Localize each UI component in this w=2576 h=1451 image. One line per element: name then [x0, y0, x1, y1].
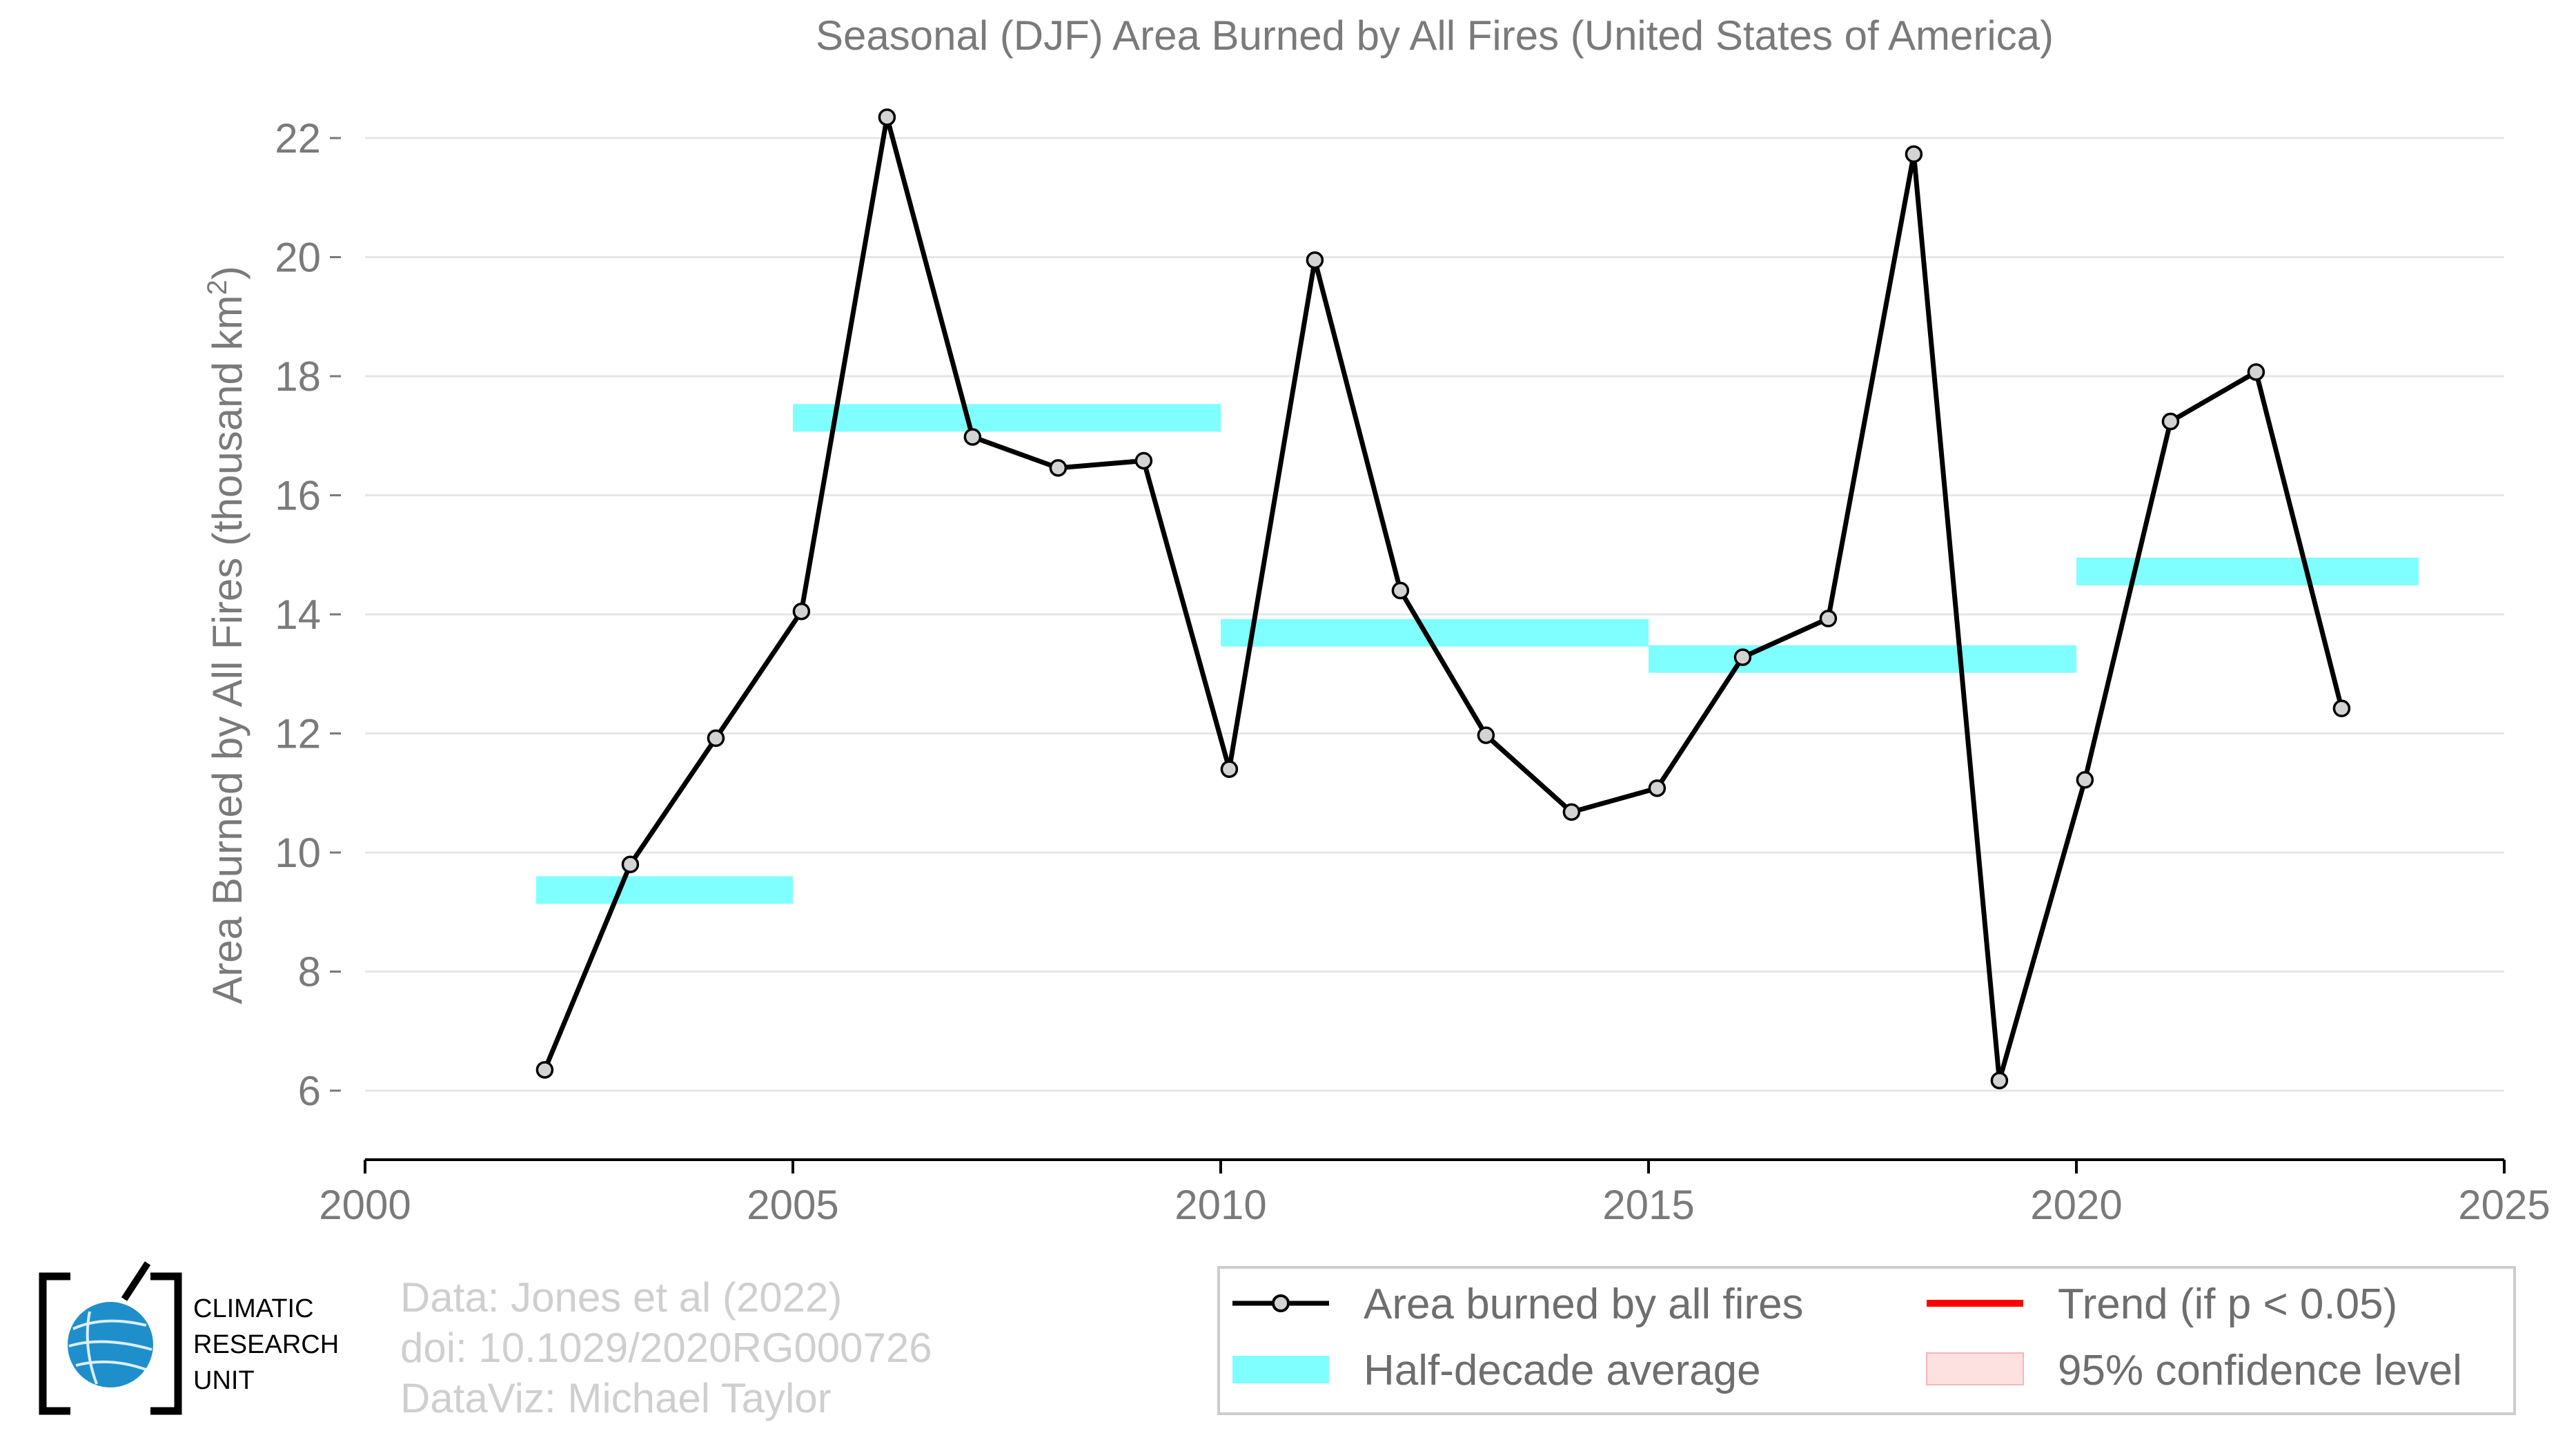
data-point-0 — [535, 1061, 554, 1079]
data-point-7 — [1134, 451, 1153, 470]
data-point-20 — [2247, 363, 2265, 381]
y-tick-label-22: 22 — [275, 115, 321, 162]
data-point-18 — [2076, 771, 2094, 789]
y-axis-label-end: ) — [204, 266, 250, 280]
y-tick-label-10: 10 — [275, 830, 321, 876]
data-point-14 — [1733, 648, 1752, 666]
y-tick-label-20: 20 — [275, 235, 321, 281]
x-tick-label-2010: 2010 — [1174, 1182, 1266, 1228]
legend-band-half-decade — [1232, 1356, 1329, 1383]
x-tick-label-2000: 2000 — [319, 1182, 411, 1228]
half-decade-band-1 — [793, 404, 1221, 432]
data-point-11 — [1477, 726, 1495, 744]
data-point-9 — [1306, 251, 1324, 269]
data-point-21 — [2332, 699, 2351, 718]
half-decade-band-2 — [1221, 619, 1649, 647]
data-point-12 — [1562, 803, 1581, 821]
x-tick-label-2025: 2025 — [2458, 1182, 2550, 1228]
logo-slash — [121, 1261, 151, 1301]
x-tick-label-2005: 2005 — [747, 1182, 838, 1228]
legend: Area burned by all fires Trend (if p < 0… — [1217, 1266, 2516, 1415]
y-tick-label-16: 16 — [275, 473, 321, 519]
y-tick-label-14: 14 — [275, 592, 321, 638]
x-tick-label-2015: 2015 — [1602, 1182, 1694, 1228]
y-tick-label-6: 6 — [298, 1068, 321, 1114]
data-point-3 — [792, 602, 811, 621]
logo-text-research: RESEARCH — [193, 1330, 339, 1359]
data-point-17 — [1990, 1071, 2009, 1090]
logo-bracket-left — [39, 1272, 70, 1415]
y-tick-label-18: 18 — [275, 353, 321, 400]
gridlines — [365, 137, 2504, 1092]
half-decade-bands — [536, 404, 2419, 904]
credit-dataviz: DataViz: Michael Taylor — [400, 1375, 832, 1421]
credit-data: Data: Jones et al (2022) — [400, 1274, 842, 1321]
y-tick-label-8: 8 — [298, 949, 321, 995]
y-axis-label: Area Burned by All Fires (thousand km2) — [202, 266, 250, 1004]
legend-patch-confidence — [1926, 1352, 2024, 1385]
cru-logo: CLIMATIC RESEARCH UNIT — [39, 1261, 339, 1415]
x-axis: 2000 2005 2010 2015 2020 2025 — [319, 1158, 2550, 1228]
y-axis-label-superscript: 2 — [202, 280, 233, 295]
chart-title: Seasonal (DJF) Area Burned by All Fires … — [816, 12, 2054, 59]
data-point-16 — [1905, 145, 1923, 164]
data-point-13 — [1648, 779, 1666, 797]
legend-label-trend: Trend (if p < 0.05) — [2058, 1280, 2397, 1328]
globe-lines-icon — [68, 1311, 153, 1385]
legend-label-area-burned: Area burned by all fires — [1364, 1280, 1804, 1328]
series-line — [542, 115, 2344, 1083]
credit-doi: doi: 10.1029/2020RG000726 — [400, 1325, 932, 1371]
data-point-1 — [621, 855, 640, 873]
legend-label-half-decade: Half-decade average — [1364, 1347, 1761, 1394]
data-point-10 — [1391, 581, 1410, 600]
legend-marker-area-burned — [1272, 1294, 1290, 1312]
data-point-8 — [1220, 760, 1239, 778]
legend-label-confidence: 95% confidence level — [2058, 1347, 2462, 1394]
half-decade-band-0 — [536, 876, 793, 904]
data-point-2 — [707, 729, 725, 748]
logo-text-climatic: CLIMATIC — [193, 1294, 314, 1323]
series-area-burned — [535, 108, 2351, 1090]
logo-text-unit: UNIT — [193, 1366, 255, 1395]
logo-bracket-right — [150, 1272, 182, 1415]
data-point-5 — [963, 428, 982, 446]
data-point-6 — [1049, 459, 1068, 477]
half-decade-band-4 — [2076, 557, 2419, 585]
x-tick-label-2020: 2020 — [2030, 1182, 2122, 1228]
y-tick-labels: 6 8 10 12 14 16 18 20 22 — [275, 115, 341, 1114]
half-decade-band-3 — [1649, 645, 2076, 673]
legend-box — [1217, 1266, 2516, 1415]
data-point-15 — [1819, 610, 1838, 627]
y-tick-label-12: 12 — [275, 711, 321, 757]
data-point-4 — [878, 108, 896, 126]
data-point-19 — [2161, 412, 2180, 431]
